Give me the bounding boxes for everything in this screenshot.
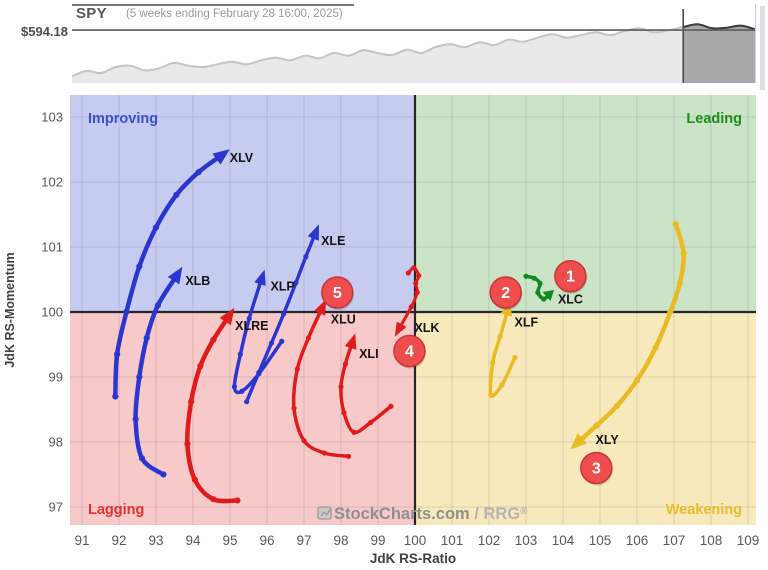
- rrg-trail-XLU[interactable]: XLU: [291, 299, 356, 459]
- quadrant-label-leading: Leading: [686, 111, 742, 127]
- ticker-label-XLE[interactable]: XLE: [321, 234, 345, 248]
- chart-period-subtitle: (5 weeks ending February 28 16:00, 2025): [126, 8, 343, 20]
- x-tick-103: 103: [515, 533, 538, 548]
- panel-edge: [760, 6, 765, 90]
- x-tick-105: 105: [589, 533, 612, 548]
- quadrant-label-improving: Improving: [88, 111, 158, 127]
- ticker-label-XLC[interactable]: XLC: [558, 292, 583, 306]
- x-tick-93: 93: [148, 533, 163, 548]
- quadrant-improving: [70, 95, 415, 312]
- spy-area: [72, 24, 756, 84]
- rrg-trail-XLF[interactable]: XLF: [488, 301, 539, 398]
- x-tick-101: 101: [441, 533, 464, 548]
- price-axis-label: $594.18: [21, 24, 68, 39]
- rrg-trail-XLY[interactable]: XLY: [570, 221, 687, 450]
- trail-arrowhead-XLB: [167, 266, 183, 285]
- annotation-badge-4: 4: [393, 334, 426, 369]
- svg-text:3: 3: [592, 460, 601, 477]
- y-tick-97: 97: [49, 499, 63, 514]
- svg-text:4: 4: [405, 343, 414, 360]
- ticker-label-XLY[interactable]: XLY: [596, 433, 620, 447]
- y-tick-103: 103: [41, 109, 63, 124]
- trail-arrowhead-XLK: [394, 321, 407, 337]
- x-tick-104: 104: [552, 533, 575, 548]
- x-tick-91: 91: [74, 533, 89, 548]
- chart-symbol: SPY: [76, 5, 107, 22]
- quadrant-label-lagging: Lagging: [88, 502, 144, 518]
- ticker-label-XLK[interactable]: XLK: [414, 321, 439, 335]
- y-tick-102: 102: [41, 174, 63, 189]
- svg-text:2: 2: [501, 285, 510, 302]
- quadrant-weakening: [414, 311, 756, 525]
- annotation-badge-2: 2: [489, 276, 523, 310]
- trail-arrowhead-XLE: [307, 224, 319, 241]
- x-tick-98: 98: [333, 533, 348, 548]
- x-tick-99: 99: [370, 533, 385, 548]
- rrg-trail-XLC[interactable]: XLC: [523, 273, 583, 307]
- x-tick-106: 106: [626, 533, 649, 548]
- trail-arrowhead-XLU: [314, 299, 327, 316]
- x-tick-94: 94: [185, 533, 201, 548]
- spy-mini-chart-svg: [72, 4, 756, 84]
- x-tick-96: 96: [259, 533, 274, 548]
- ticker-label-XLP[interactable]: XLP: [270, 279, 294, 293]
- trail-arrowhead-XLP: [254, 269, 266, 286]
- annotation-badge-1: 1: [554, 259, 587, 294]
- quadrant-label-weakening: Weakening: [666, 502, 742, 518]
- y-axis-title: JdK RS-Momentum: [3, 252, 17, 367]
- x-tick-108: 108: [700, 533, 723, 548]
- rrg-trail-XLK[interactable]: XLK: [394, 265, 440, 337]
- ticker-label-XLB[interactable]: XLB: [185, 274, 210, 288]
- spy-mini-chart: [72, 4, 756, 85]
- x-tick-95: 95: [222, 533, 237, 548]
- stockcharts-watermark: StockCharts.com / RRG®: [317, 505, 528, 523]
- trail-arrowhead-XLRE: [219, 307, 235, 326]
- rrg-trail-XLRE[interactable]: XLRE: [184, 307, 268, 504]
- trail-arrowhead-XLI: [344, 333, 357, 350]
- svg-text:5: 5: [333, 285, 342, 302]
- ticker-label-XLU[interactable]: XLU: [331, 313, 356, 327]
- y-tick-100: 100: [41, 304, 63, 319]
- rrg-chart: 91 92 93 94 95 96 97 98 99 100 101 102 103 104 105 106 1…: [3, 95, 760, 566]
- y-tick-101: 101: [41, 239, 63, 254]
- rrg-trail-XLI[interactable]: XLI: [338, 333, 394, 435]
- x-tick-107: 107: [663, 533, 686, 548]
- ticker-label-XLF[interactable]: XLF: [515, 316, 539, 330]
- annotation-badge-5: 5: [321, 276, 354, 310]
- quadrant-divider-lines: [70, 95, 756, 525]
- trail-arrowhead-XLY: [570, 433, 587, 450]
- svg-text:1: 1: [566, 269, 575, 286]
- ticker-label-XLI[interactable]: XLI: [359, 347, 378, 361]
- ticker-label-XLRE[interactable]: XLRE: [235, 319, 268, 333]
- x-tick-92: 92: [111, 533, 126, 548]
- svg-text:StockCharts.com / RRG®: StockCharts.com / RRG®: [334, 505, 528, 523]
- rrg-trail-XLP[interactable]: XLP: [231, 269, 295, 395]
- trail-arrowhead-XLC: [542, 290, 554, 301]
- annotation-badge-3: 3: [580, 451, 613, 486]
- spy-highlight-curve: [683, 23, 756, 31]
- x-tick-102: 102: [478, 533, 501, 548]
- x-tick-109: 109: [737, 533, 760, 548]
- stockcharts-logo-icon: [317, 506, 332, 520]
- spy-price-curve: [72, 23, 756, 78]
- rrg-trail-XLV[interactable]: XLV: [112, 149, 254, 400]
- x-tick-97: 97: [296, 533, 311, 548]
- rrg-trail-XLB[interactable]: XLB: [132, 266, 211, 478]
- trail-arrowhead-XLV: [212, 149, 230, 165]
- y-tick-99: 99: [49, 369, 63, 384]
- y-tick-98: 98: [49, 434, 63, 449]
- spy-highlight-region: [683, 24, 756, 83]
- x-axis-title: JdK RS-Ratio: [370, 551, 456, 566]
- x-tick-100: 100: [404, 533, 427, 548]
- ticker-label-XLV[interactable]: XLV: [230, 151, 254, 165]
